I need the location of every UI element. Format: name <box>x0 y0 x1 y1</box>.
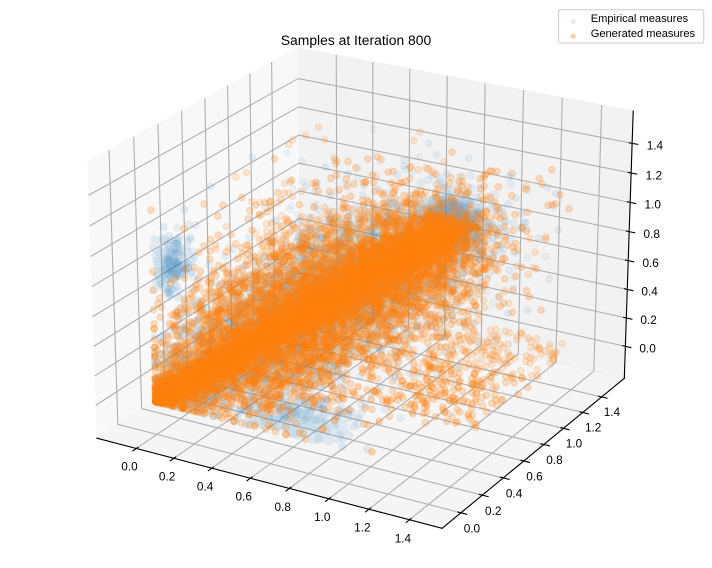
svg-text:0.6: 0.6 <box>526 470 543 484</box>
svg-text:1.0: 1.0 <box>645 198 662 212</box>
svg-text:0.6: 0.6 <box>235 489 252 503</box>
svg-text:Samples at Iteration 800: Samples at Iteration 800 <box>281 32 432 48</box>
svg-text:1.2: 1.2 <box>585 421 601 435</box>
svg-text:0.6: 0.6 <box>642 256 659 270</box>
svg-text:0.2: 0.2 <box>159 469 175 483</box>
svg-text:0.8: 0.8 <box>644 227 661 241</box>
svg-text:0.4: 0.4 <box>506 487 523 501</box>
svg-text:1.4: 1.4 <box>604 405 621 419</box>
svg-text:Empirical measures: Empirical measures <box>591 13 689 25</box>
svg-text:0.2: 0.2 <box>485 504 501 518</box>
svg-text:0.0: 0.0 <box>464 522 481 536</box>
svg-text:0.0: 0.0 <box>639 341 656 355</box>
svg-text:0.8: 0.8 <box>275 500 292 514</box>
svg-text:1.0: 1.0 <box>566 437 583 451</box>
svg-text:0.8: 0.8 <box>546 453 563 467</box>
svg-text:0.4: 0.4 <box>641 285 658 299</box>
svg-text:1.2: 1.2 <box>646 168 662 182</box>
svg-text:1.4: 1.4 <box>395 531 412 545</box>
svg-text:0.4: 0.4 <box>197 479 214 493</box>
svg-text:1.0: 1.0 <box>314 510 331 524</box>
svg-text:1.2: 1.2 <box>354 521 370 535</box>
svg-text:1.4: 1.4 <box>647 139 664 153</box>
svg-text:Generated measures: Generated measures <box>591 28 696 40</box>
svg-text:0.2: 0.2 <box>640 313 656 327</box>
svg-text:0.0: 0.0 <box>121 459 138 473</box>
